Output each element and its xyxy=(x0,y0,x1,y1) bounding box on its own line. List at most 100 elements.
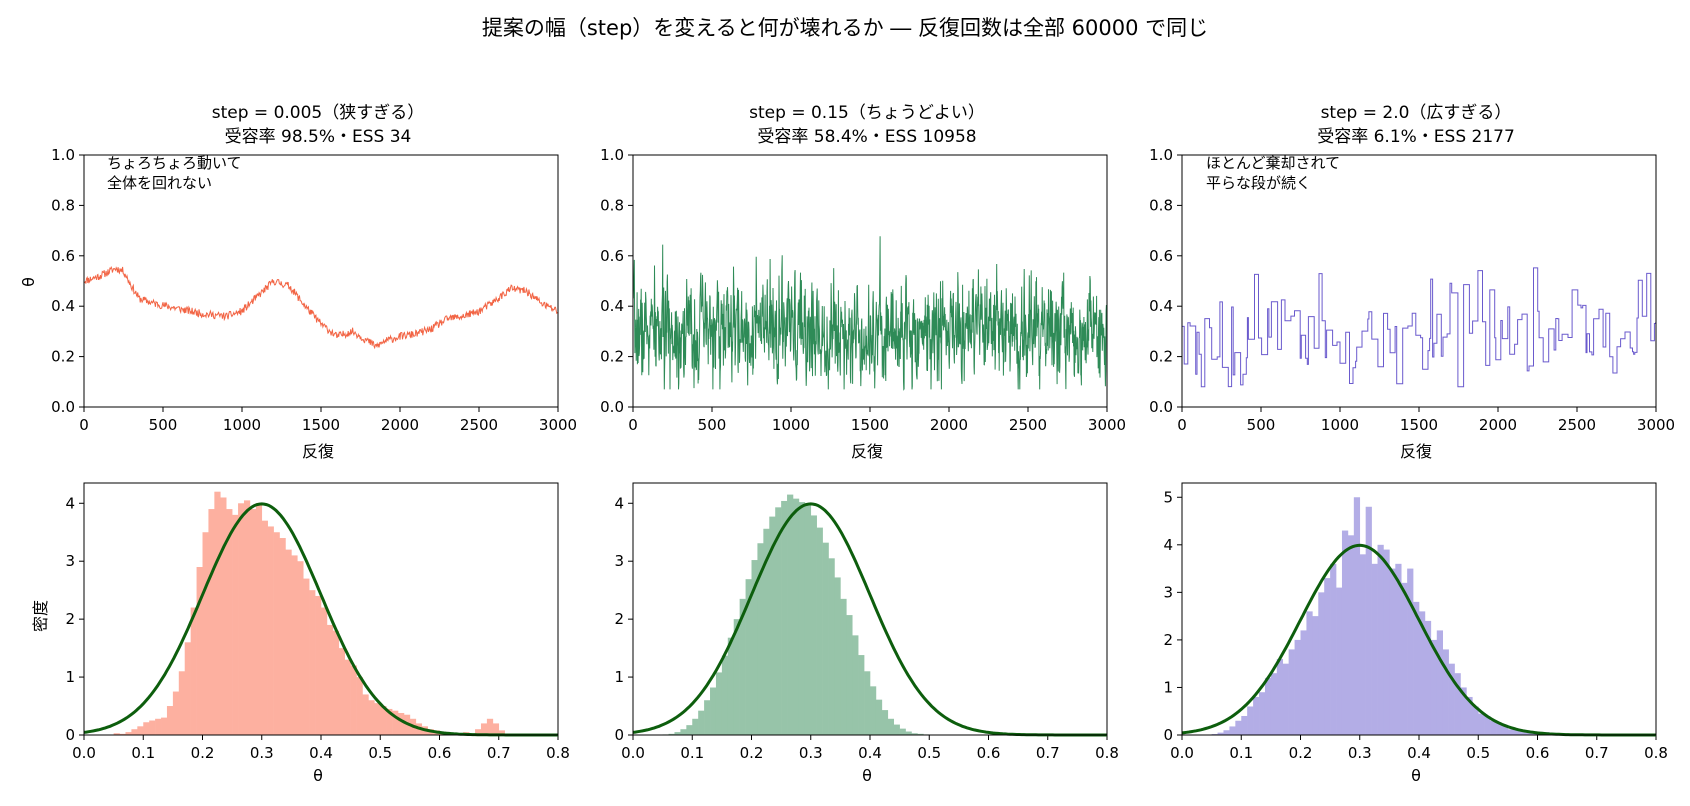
trace-narrow-panel: 0 500 1000 1500 2000 2500 3000 0.0 0.2 0.4 0.6 0.8 1… xyxy=(51,146,577,434)
trace-good-xtick-label-0: 0 xyxy=(628,416,638,434)
hist-wide-bar xyxy=(1496,723,1503,735)
hist-wide-bar xyxy=(1430,639,1438,735)
hist-narrow-ytick-label-1: 1 xyxy=(65,668,75,686)
trace-wide-xtick-label-1: 500 xyxy=(1247,416,1276,434)
hist-wide-bar xyxy=(1424,620,1432,735)
hist-wide-bar xyxy=(1531,733,1538,735)
hist-good-bar xyxy=(846,615,853,735)
hist-narrow-bar xyxy=(113,733,120,735)
trace-wide-ytick-label-2: 0.4 xyxy=(1149,297,1173,315)
trace-wide-xtick-label-4: 2000 xyxy=(1479,416,1517,434)
hist-good-bar xyxy=(792,498,800,735)
hist-narrow-ytick-label-2: 2 xyxy=(65,610,75,628)
hist-good-bar xyxy=(710,687,717,735)
hist-narrow-bar xyxy=(279,538,286,735)
hist-narrow-bar xyxy=(214,491,221,735)
hist-good-bar xyxy=(745,579,752,735)
hist-good-xtick-label-4: 0.4 xyxy=(858,744,882,762)
trace-wide-xtick-label-2: 1000 xyxy=(1321,416,1359,434)
xlabel-trace-wide: 反復 xyxy=(1400,442,1432,461)
hist-wide-bar xyxy=(1324,578,1331,735)
hist-narrow-bar xyxy=(119,733,126,735)
trace-wide-xtick-label-5: 2500 xyxy=(1558,416,1596,434)
hist-narrow-ytick-label-0: 0 xyxy=(65,726,75,744)
trace-wide-panel: 0 500 1000 1500 2000 2500 3000 0.0 0.2 0.4 0.6 0.8 1… xyxy=(1149,146,1675,434)
trace-good-line xyxy=(632,236,1108,391)
hist-narrow-bar xyxy=(220,497,227,735)
trace-narrow-frame xyxy=(83,154,559,408)
hist-narrow-bar xyxy=(172,691,180,735)
hist-wide-bar xyxy=(1472,706,1479,735)
hist-wide-bar xyxy=(1507,729,1515,735)
hist-narrow-bar xyxy=(149,720,156,735)
hist-good-bar xyxy=(781,500,788,735)
hist-wide-bar xyxy=(1223,730,1230,735)
hist-wide-bar xyxy=(1413,601,1420,735)
trace-good-xtick-label-3: 1500 xyxy=(851,416,889,434)
trace-narrow-xtick-label-4: 2000 xyxy=(381,416,419,434)
hist-wide-xtick-label-2: 0.2 xyxy=(1289,744,1313,762)
hist-good-bar xyxy=(686,725,693,735)
hist-narrow-xtick-label-3: 0.3 xyxy=(250,744,274,762)
hist-narrow-bar xyxy=(309,590,316,735)
hist-good-bar xyxy=(739,598,746,735)
trace-narrow-line xyxy=(83,265,559,350)
xlabel-trace-narrow: 反復 xyxy=(302,442,334,461)
trace-narrow-xtick-label-2: 1000 xyxy=(223,416,261,434)
hist-good-bar xyxy=(905,731,912,735)
hist-wide-bar xyxy=(1513,730,1521,735)
hist-good-bar xyxy=(917,733,924,735)
trace-narrow-xtick-label-6: 3000 xyxy=(539,416,577,434)
hist-narrow-bar xyxy=(498,730,505,735)
hist-wide-bar xyxy=(1276,658,1284,735)
hist-wide-bar xyxy=(1389,568,1396,735)
hist-wide-bar xyxy=(1341,530,1349,735)
hist-narrow-bar xyxy=(131,729,138,735)
annotation-wide-line2: 平らな段が続く xyxy=(1206,174,1311,192)
hist-wide-ytick-label-2: 2 xyxy=(1163,631,1173,649)
hist-good-bar xyxy=(769,516,776,735)
hist-good-bar xyxy=(704,700,711,735)
trace-good-ytick-label-4: 0.8 xyxy=(600,196,624,214)
hist-wide-bar xyxy=(1365,506,1372,735)
hist-narrow-bar xyxy=(475,729,482,735)
hist-narrow-bar xyxy=(285,549,292,735)
hist-narrow-bar xyxy=(344,659,351,735)
trace-good-panel: 0 500 1000 1500 2000 2500 3000 0.0 0.2 0.4 0.6 0.8 1… xyxy=(600,146,1126,434)
hist-narrow-bar xyxy=(326,624,334,735)
panel-title-good: step = 0.15（ちょうどよい） xyxy=(749,103,985,123)
hist-narrow-bar xyxy=(297,561,304,735)
annotation-wide-line1: ほとんど棄却されて xyxy=(1206,154,1340,172)
hist-wide-xtick-label-8: 0.8 xyxy=(1644,744,1668,762)
hist-good-bar xyxy=(840,598,847,735)
hist-wide-bar xyxy=(1525,732,1532,735)
hist-narrow-bar xyxy=(368,700,375,735)
trace-good-xtick-label-5: 2500 xyxy=(1009,416,1047,434)
hist-wide-bar xyxy=(1253,696,1260,735)
trace-narrow-ytick-label-4: 0.8 xyxy=(51,196,75,214)
xlabel-hist-wide: θ xyxy=(1411,766,1421,785)
hist-good-xtick-label-7: 0.7 xyxy=(1036,744,1060,762)
hist-good-bar xyxy=(893,724,900,735)
hist-narrow-bar xyxy=(243,500,251,735)
hist-narrow-bar xyxy=(380,706,387,735)
hist-wide-bar xyxy=(1259,692,1266,735)
hist-narrow-bar xyxy=(267,526,274,735)
hist-good-bar xyxy=(858,655,865,735)
trace-narrow-ytick-label-2: 0.4 xyxy=(51,297,75,315)
hist-wide-frame xyxy=(1181,482,1657,736)
hist-good-bar xyxy=(864,671,871,735)
hist-wide-bar xyxy=(1294,639,1301,735)
xlabel-hist-narrow: θ xyxy=(313,766,323,785)
hist-wide-bar xyxy=(1330,563,1337,735)
hist-good-xtick-label-1: 0.1 xyxy=(680,744,704,762)
hist-narrow-bar xyxy=(238,503,245,735)
hist-wide-bar xyxy=(1419,611,1426,735)
trace-narrow-ytick-label-5: 1.0 xyxy=(51,146,75,164)
hist-good-panel: 0.0 0.1 0.2 0.3 0.4 0.5 0.6 0.7 0.8 0 1 2 3 4 xyxy=(614,482,1119,762)
hist-narrow-bar xyxy=(492,723,500,735)
hist-wide-bar xyxy=(1442,649,1449,735)
hist-good-bar xyxy=(787,494,794,735)
hist-wide-xtick-label-4: 0.4 xyxy=(1407,744,1431,762)
trace-wide-frame xyxy=(1181,154,1657,408)
